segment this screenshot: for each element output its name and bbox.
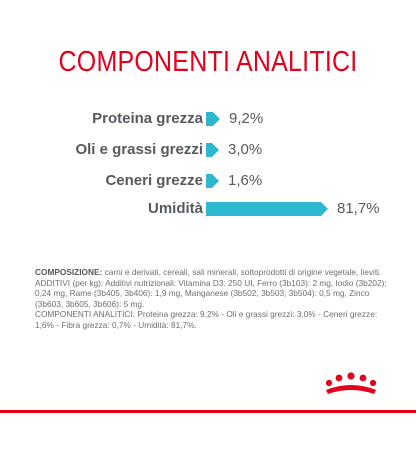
royal-canin-crown-icon (325, 372, 377, 394)
composition-block: COMPOSIZIONE: carni e derivati, cereali,… (35, 267, 387, 331)
value-bar (206, 202, 328, 216)
chart-row: Oli e grassi grezzi 3,0% (0, 139, 416, 161)
category-label: Proteina grezza (92, 110, 203, 127)
value-bar (206, 112, 220, 126)
analytical-text: COMPONENTI ANALITICI: Proteina grezza: 9… (35, 309, 378, 330)
composition-heading: COMPOSIZIONE: (35, 267, 103, 277)
chart-row: Ceneri grezze 1,6% (0, 170, 416, 192)
chart-row: Umidità 81,7% (0, 198, 416, 220)
composition-text: carni e derivati, cereali, sali minerali… (102, 267, 382, 277)
category-label: Umidità (147, 200, 203, 217)
category-label: Ceneri grezze (105, 172, 203, 189)
chart-row: Proteina grezza 9,2% (0, 108, 416, 130)
value-bar (206, 143, 219, 157)
category-label: Oli e grassi grezzi (75, 141, 203, 158)
additives-text: ADDITIVI (per kg): Additivi nutrizionali… (35, 277, 387, 309)
bottom-divider (0, 410, 416, 413)
value-label: 1,6% (228, 172, 263, 189)
page-title: COMPONENTI ANALITICI (58, 46, 358, 78)
value-bar (206, 174, 219, 188)
composition-paragraph: COMPOSIZIONE: carni e derivati, cereali,… (35, 267, 387, 278)
value-label: 9,2% (229, 110, 264, 127)
value-label: 81,7% (337, 200, 380, 217)
value-label: 3,0% (228, 141, 263, 158)
